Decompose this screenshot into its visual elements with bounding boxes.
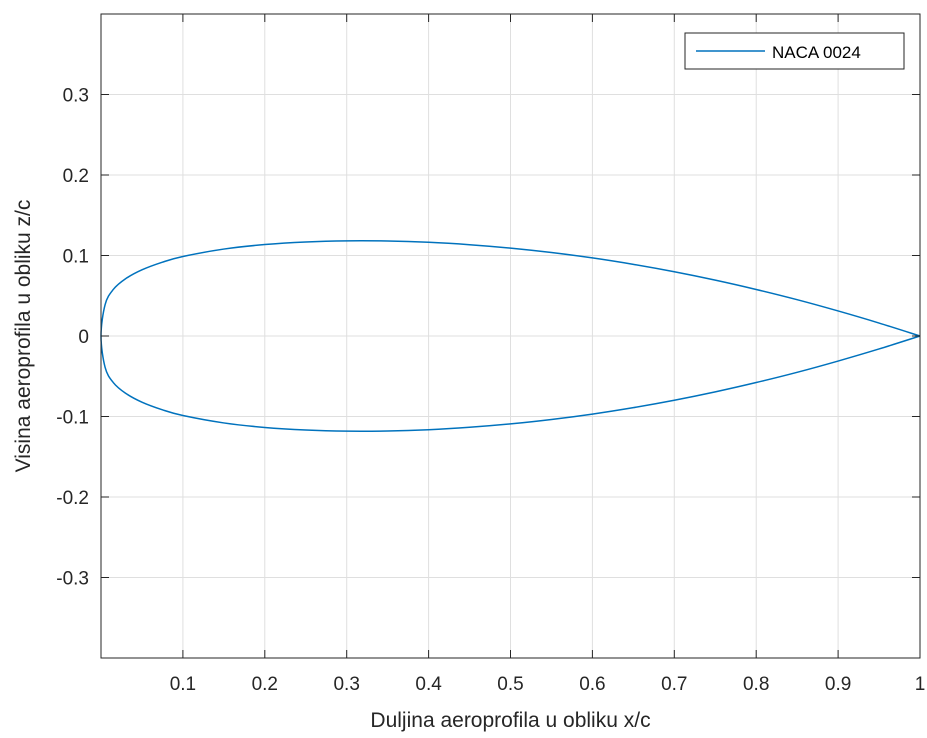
x-tick-label: 0.1 — [170, 674, 196, 695]
x-tick-label: 0.7 — [661, 674, 687, 695]
legend: NACA 0024 — [684, 32, 905, 70]
y-tick-label: 0.3 — [63, 86, 89, 107]
x-tick-label: 0.6 — [579, 674, 605, 695]
y-tick-label: 0 — [78, 327, 89, 348]
x-tick-labels: 0.1 0.2 0.3 0.4 0.5 0.6 0.7 0.8 0.9 1 — [170, 674, 926, 695]
y-tick-label: -0.1 — [56, 408, 89, 429]
x-tick-label: 0.5 — [497, 674, 523, 695]
x-tick-label: 0.3 — [333, 674, 359, 695]
y-axis-label: Visina aeroprofila u obliku z/c — [12, 200, 35, 473]
y-tick-label: 0.1 — [63, 247, 89, 268]
y-tick-label: -0.3 — [56, 569, 89, 590]
y-tick-label: -0.2 — [56, 488, 89, 509]
x-tick-label: 0.8 — [743, 674, 769, 695]
grid-lines — [101, 14, 921, 658]
x-tick-label: 0.4 — [415, 674, 442, 695]
legend-label: NACA 0024 — [772, 43, 861, 62]
y-tick-label: 0.2 — [63, 166, 89, 187]
x-tick-label: 0.9 — [825, 674, 851, 695]
x-axis-label: Duljina aeroprofila u obliku x/c — [370, 709, 650, 732]
x-tick-label: 1 — [915, 674, 926, 695]
y-tick-labels: -0.3 -0.2 -0.1 0 0.1 0.2 0.3 — [56, 86, 89, 590]
x-tick-label: 0.2 — [252, 674, 278, 695]
axis-ticks — [101, 14, 921, 658]
